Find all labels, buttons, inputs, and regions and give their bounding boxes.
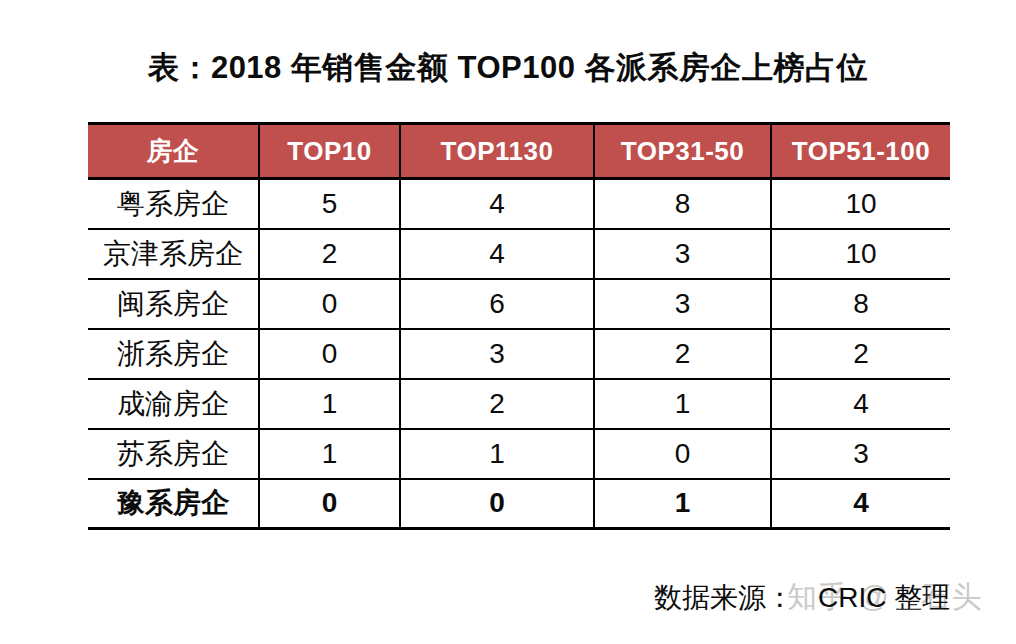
value-cell: 1 [259,429,400,479]
table-row: 京津系房企24310 [88,229,950,279]
column-header: TOP10 [259,124,400,179]
value-cell: 0 [400,479,594,529]
value-cell: 4 [400,229,594,279]
value-cell: 1 [259,379,400,429]
value-cell: 3 [594,229,771,279]
value-cell: 10 [771,229,950,279]
row-label: 成渝房企 [88,379,259,429]
row-label: 浙系房企 [88,329,259,379]
value-cell: 4 [771,479,950,529]
header-row: 房企TOP10TOP1130TOP31-50TOP51-100 [88,124,950,179]
value-cell: 3 [771,429,950,479]
page-title: 表：2018 年销售金额 TOP100 各派系房企上榜占位 [0,47,1016,89]
value-cell: 5 [259,179,400,229]
row-label: 京津系房企 [88,229,259,279]
column-header: TOP1130 [400,124,594,179]
value-cell: 2 [771,329,950,379]
row-label: 闽系房企 [88,279,259,329]
row-label: 苏系房企 [88,429,259,479]
value-cell: 1 [594,379,771,429]
row-label: 豫系房企 [88,479,259,529]
value-cell: 10 [771,179,950,229]
value-cell: 8 [771,279,950,329]
value-cell: 4 [400,179,594,229]
value-cell: 3 [594,279,771,329]
row-label: 粤系房企 [88,179,259,229]
value-cell: 1 [594,479,771,529]
table-row: 浙系房企0322 [88,329,950,379]
data-source-value: CRIC 整理 [818,582,950,613]
table-row: 粤系房企54810 [88,179,950,229]
value-cell: 2 [594,329,771,379]
column-header: 房企 [88,124,259,179]
column-header: TOP51-100 [771,124,950,179]
data-source: 数据来源： CRIC 整理 [654,579,950,617]
value-cell: 4 [771,379,950,429]
table-body: 粤系房企54810京津系房企24310闽系房企0638浙系房企0322成渝房企1… [88,179,950,529]
value-cell: 1 [400,429,594,479]
value-cell: 2 [400,379,594,429]
ranking-table: 房企TOP10TOP1130TOP31-50TOP51-100 粤系房企5481… [88,122,950,530]
value-cell: 8 [594,179,771,229]
table-row: 豫系房企0014 [88,479,950,529]
value-cell: 0 [259,279,400,329]
column-header: TOP31-50 [594,124,771,179]
table-row: 闽系房企0638 [88,279,950,329]
value-cell: 6 [400,279,594,329]
value-cell: 3 [400,329,594,379]
data-source-label: 数据来源： [654,582,794,613]
table-header: 房企TOP10TOP1130TOP31-50TOP51-100 [88,124,950,179]
table-row: 苏系房企1103 [88,429,950,479]
value-cell: 0 [594,429,771,479]
value-cell: 0 [259,479,400,529]
value-cell: 0 [259,329,400,379]
table-row: 成渝房企1214 [88,379,950,429]
value-cell: 2 [259,229,400,279]
